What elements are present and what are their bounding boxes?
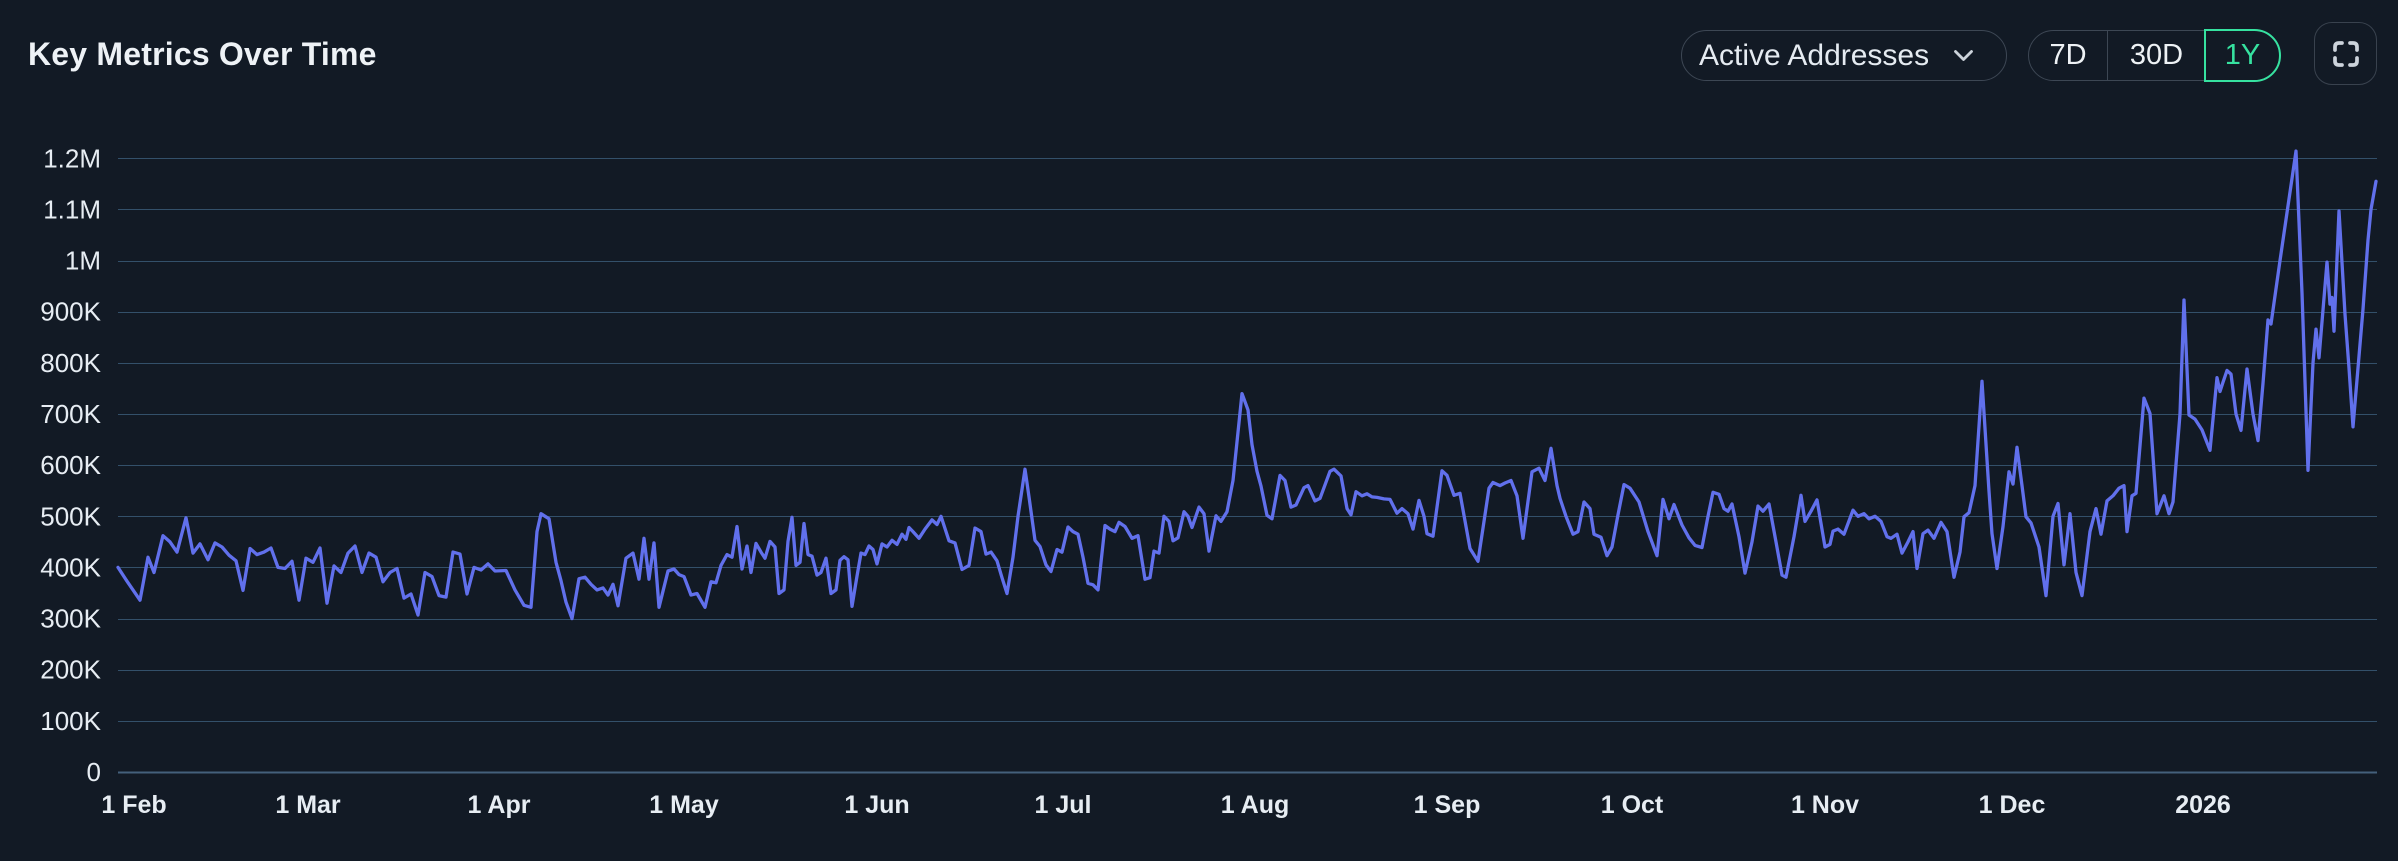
svg-text:1 Nov: 1 Nov [1791,791,1859,819]
svg-text:1 May: 1 May [649,791,719,819]
svg-text:1 Mar: 1 Mar [275,791,341,819]
svg-text:1.1M: 1.1M [43,194,101,224]
svg-text:100K: 100K [40,706,101,736]
svg-text:1 Jun: 1 Jun [844,791,909,819]
svg-text:500K: 500K [40,501,101,531]
svg-text:800K: 800K [40,348,101,378]
svg-text:1.2M: 1.2M [43,143,101,173]
svg-text:1 Oct: 1 Oct [1601,791,1664,819]
svg-text:1 Jul: 1 Jul [1035,791,1092,819]
svg-text:900K: 900K [40,297,101,327]
svg-text:700K: 700K [40,399,101,429]
svg-text:200K: 200K [40,655,101,685]
svg-text:2026: 2026 [2175,791,2231,819]
svg-text:1 Aug: 1 Aug [1221,791,1290,819]
svg-text:1M: 1M [65,246,101,276]
svg-text:1 Sep: 1 Sep [1414,791,1481,819]
svg-text:1 Feb: 1 Feb [101,791,166,819]
svg-text:0: 0 [87,757,101,787]
svg-text:400K: 400K [40,552,101,582]
svg-text:600K: 600K [40,450,101,480]
svg-text:1 Dec: 1 Dec [1979,791,2046,819]
svg-text:300K: 300K [40,604,101,634]
svg-text:1 Apr: 1 Apr [468,791,531,819]
